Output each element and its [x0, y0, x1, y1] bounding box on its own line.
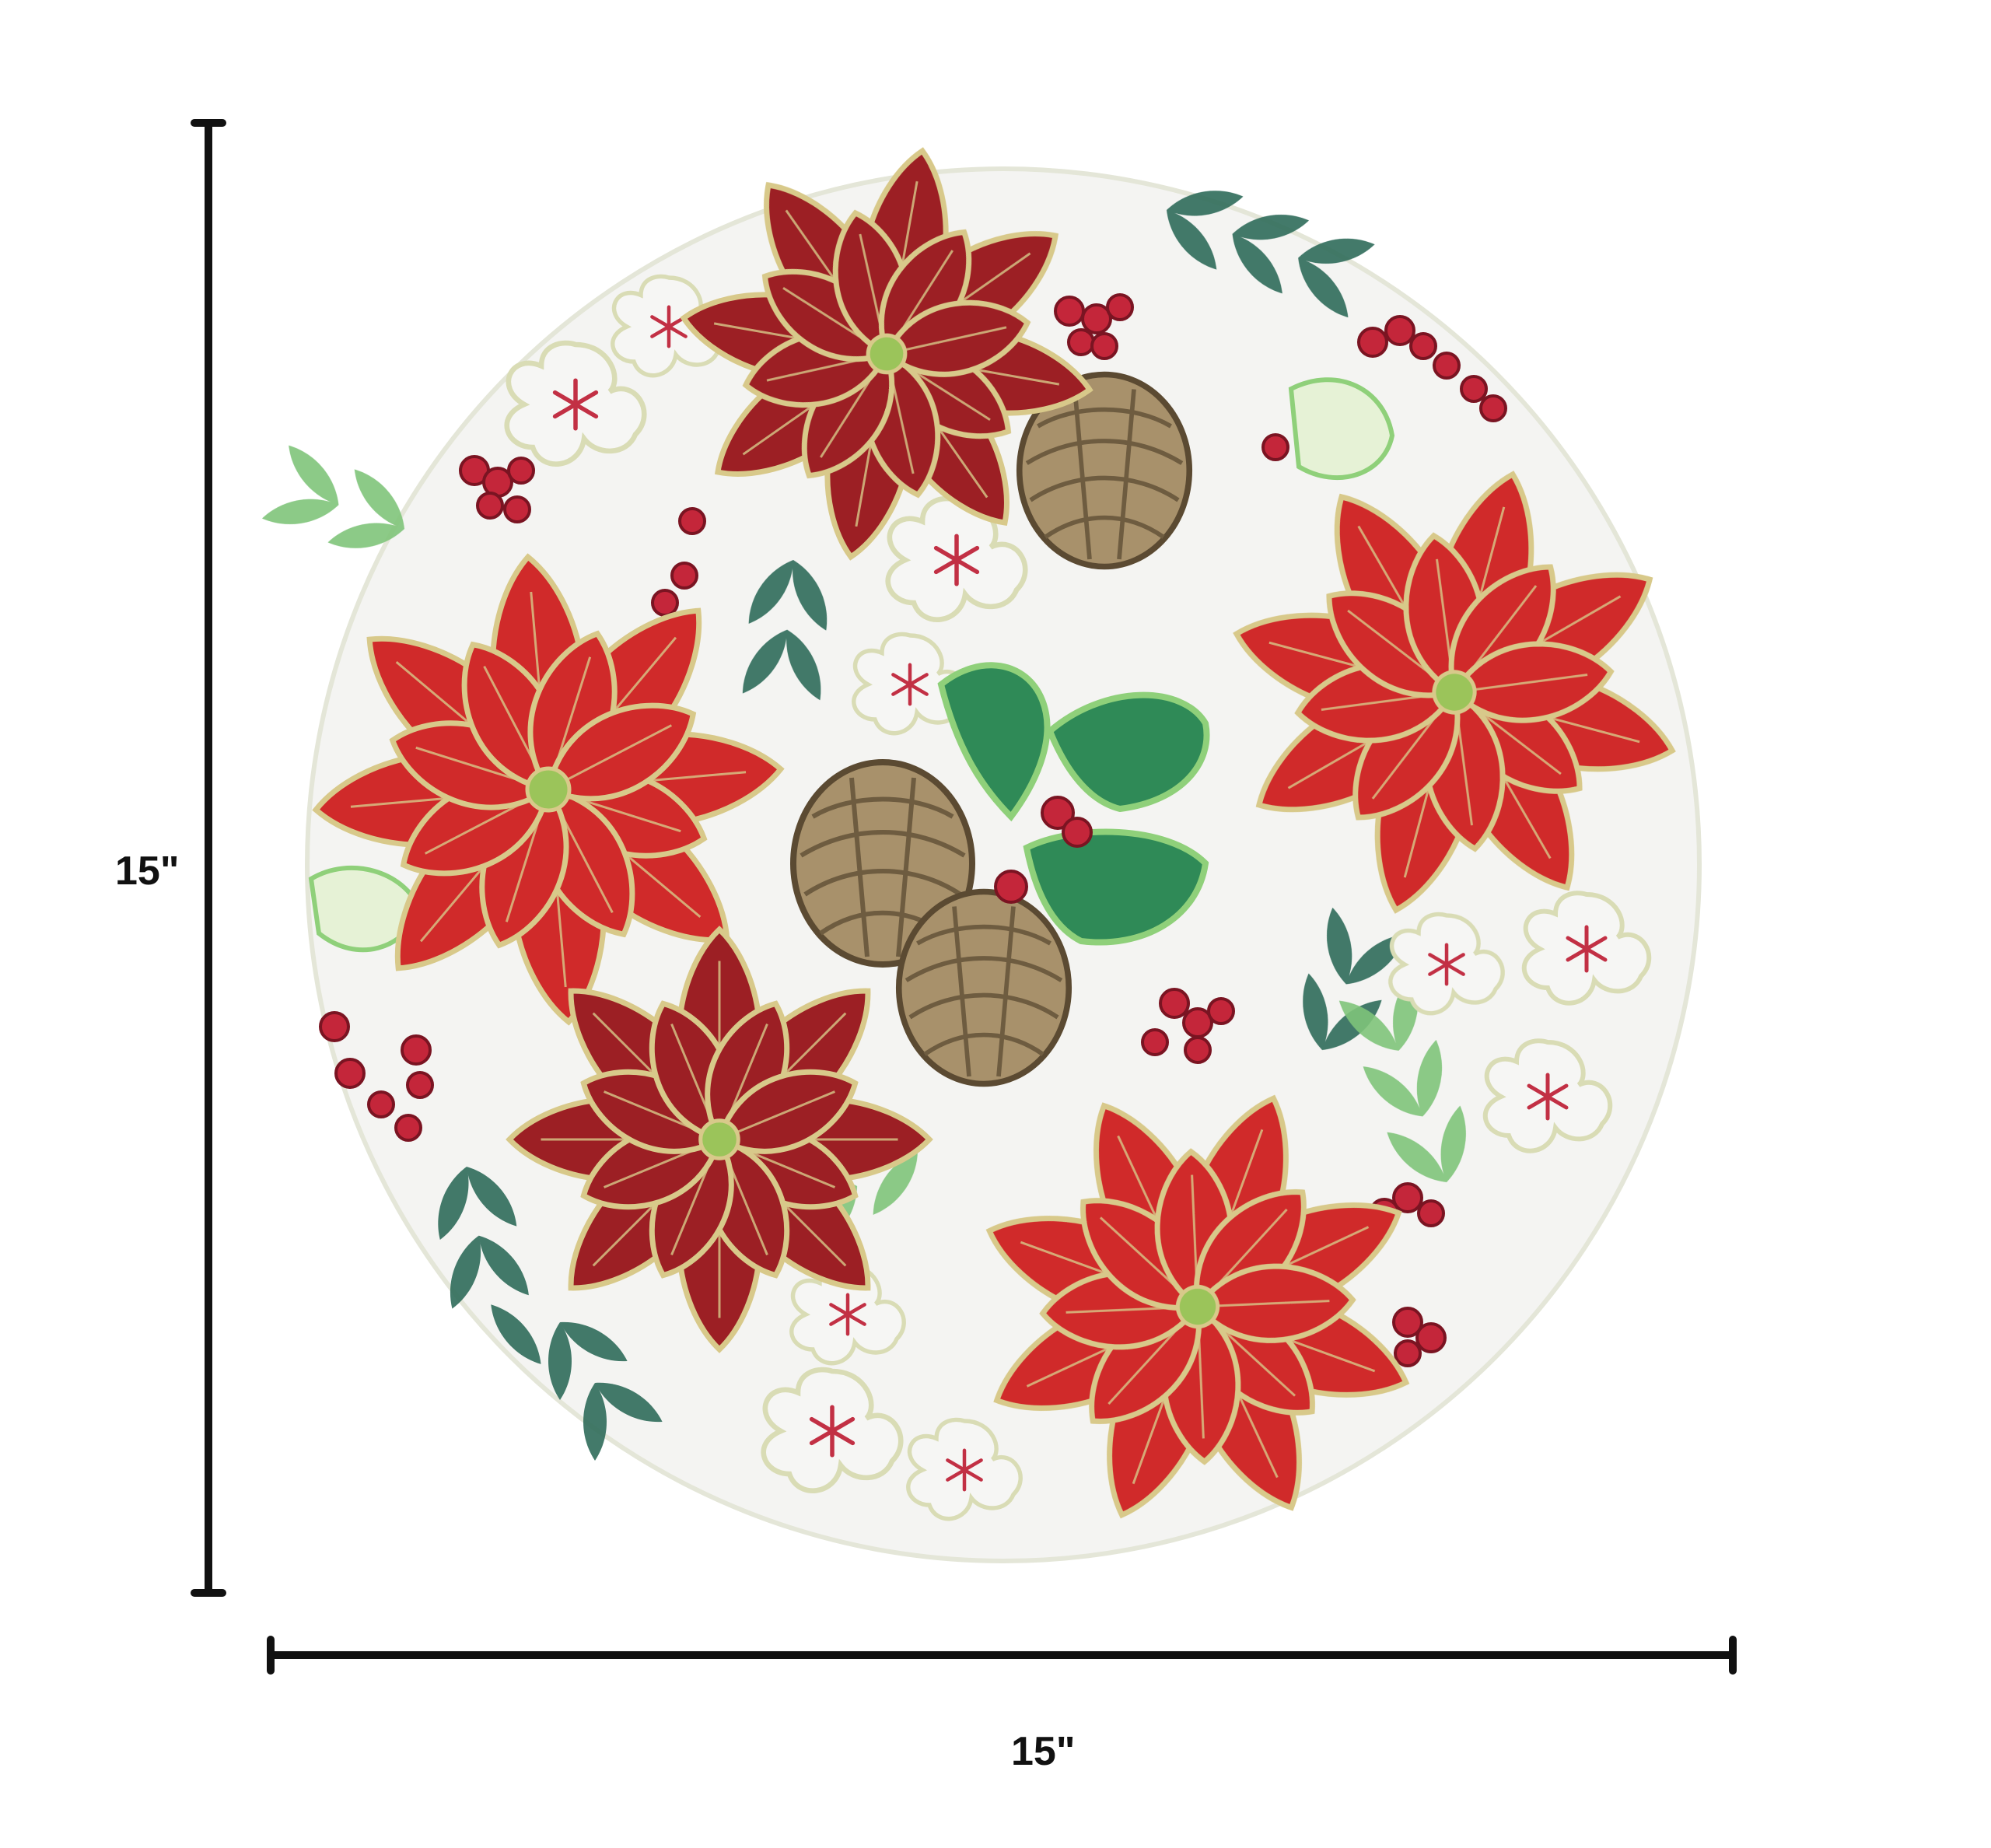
- height-dimension-line: [191, 119, 226, 1597]
- width-dimension-label: 15": [1011, 1729, 1076, 1774]
- poinsettia-icon: [506, 926, 933, 1353]
- width-dimension-line: [267, 1636, 1737, 1675]
- poinsettia-icon: [1233, 471, 1676, 914]
- poinsettia-icon: [985, 1094, 1410, 1519]
- poinsettia-icon: [312, 553, 785, 1026]
- poinsettia-icon: [312, 147, 1676, 1519]
- height-dimension-label: 15": [115, 849, 180, 894]
- holly-leaf-icon: [308, 377, 1395, 953]
- poinsettia-icon: [680, 147, 1093, 561]
- berry-icon: [319, 293, 1507, 1367]
